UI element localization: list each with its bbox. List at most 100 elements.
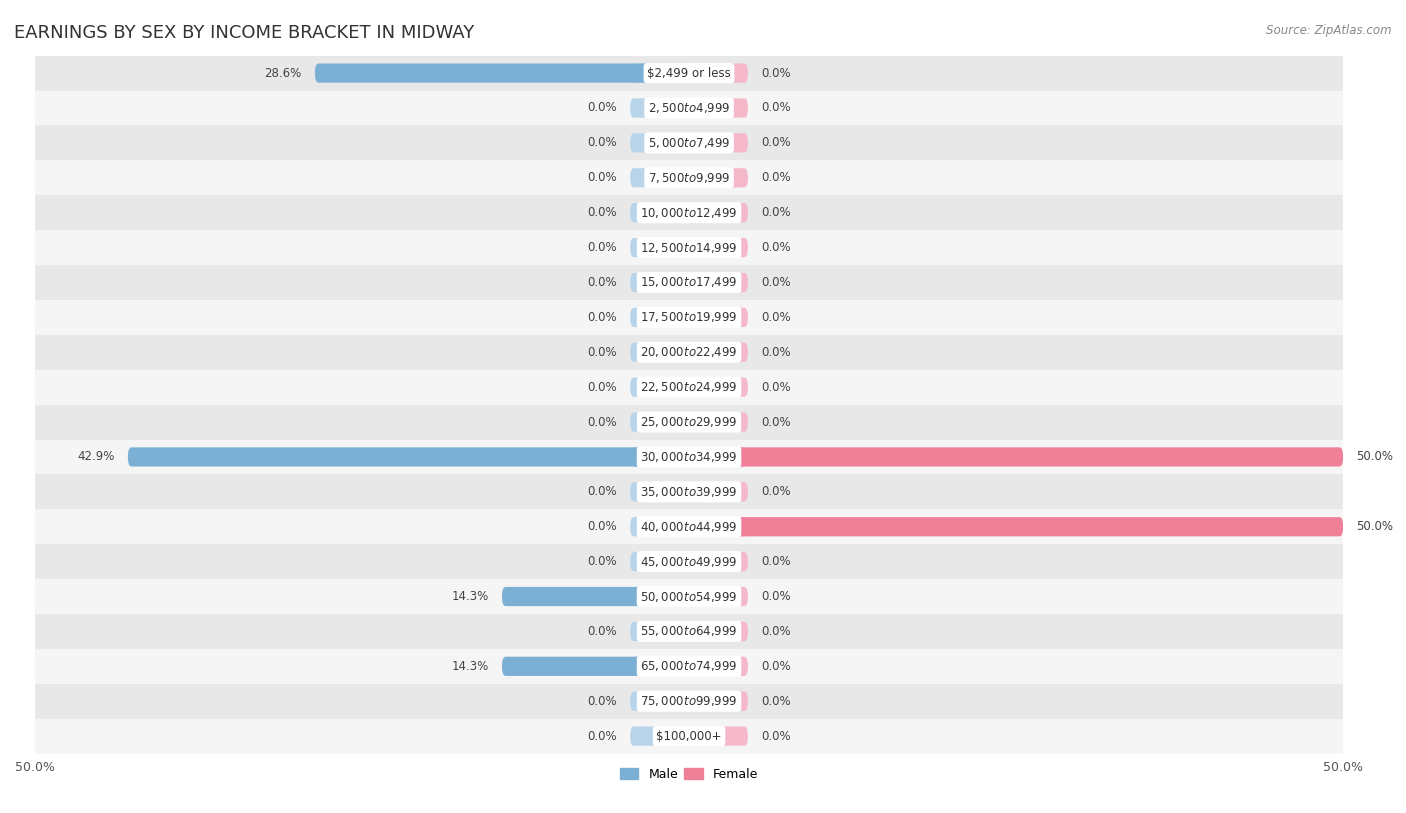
Text: 0.0%: 0.0%: [588, 625, 617, 638]
FancyBboxPatch shape: [630, 447, 689, 467]
Text: $22,500 to $24,999: $22,500 to $24,999: [640, 380, 738, 394]
Text: $40,000 to $44,999: $40,000 to $44,999: [640, 520, 738, 534]
FancyBboxPatch shape: [689, 238, 748, 257]
Text: $30,000 to $34,999: $30,000 to $34,999: [640, 450, 738, 464]
FancyBboxPatch shape: [630, 412, 689, 432]
FancyBboxPatch shape: [689, 308, 748, 327]
FancyBboxPatch shape: [630, 63, 689, 83]
Text: 0.0%: 0.0%: [588, 729, 617, 742]
Text: 0.0%: 0.0%: [761, 695, 790, 707]
Text: $100,000+: $100,000+: [657, 729, 721, 742]
Text: 50.0%: 50.0%: [1357, 520, 1393, 533]
FancyBboxPatch shape: [689, 342, 748, 362]
Text: 0.0%: 0.0%: [761, 415, 790, 428]
Text: 0.0%: 0.0%: [588, 207, 617, 220]
FancyBboxPatch shape: [689, 168, 748, 187]
FancyBboxPatch shape: [630, 727, 689, 746]
FancyBboxPatch shape: [630, 238, 689, 257]
Text: 42.9%: 42.9%: [77, 450, 115, 463]
Text: 0.0%: 0.0%: [761, 555, 790, 568]
Text: 0.0%: 0.0%: [588, 415, 617, 428]
FancyBboxPatch shape: [630, 482, 689, 502]
Text: $7,500 to $9,999: $7,500 to $9,999: [648, 171, 730, 185]
FancyBboxPatch shape: [689, 517, 748, 537]
Text: Source: ZipAtlas.com: Source: ZipAtlas.com: [1267, 24, 1392, 37]
Text: 0.0%: 0.0%: [761, 660, 790, 673]
Text: 0.0%: 0.0%: [588, 485, 617, 498]
Text: 50.0%: 50.0%: [1357, 450, 1393, 463]
Text: 0.0%: 0.0%: [761, 729, 790, 742]
Text: 0.0%: 0.0%: [761, 172, 790, 185]
FancyBboxPatch shape: [630, 308, 689, 327]
FancyBboxPatch shape: [630, 692, 689, 711]
FancyBboxPatch shape: [689, 587, 748, 606]
Text: 0.0%: 0.0%: [761, 67, 790, 80]
Bar: [35, 509, 1343, 544]
Bar: [35, 719, 1343, 754]
Text: $20,000 to $22,499: $20,000 to $22,499: [640, 346, 738, 359]
Text: 28.6%: 28.6%: [264, 67, 302, 80]
Text: 0.0%: 0.0%: [588, 137, 617, 150]
Text: 0.0%: 0.0%: [761, 311, 790, 324]
FancyBboxPatch shape: [128, 447, 689, 467]
FancyBboxPatch shape: [689, 622, 748, 641]
Bar: [35, 335, 1343, 370]
FancyBboxPatch shape: [502, 657, 689, 676]
Text: 0.0%: 0.0%: [588, 102, 617, 115]
Bar: [35, 405, 1343, 440]
FancyBboxPatch shape: [630, 657, 689, 676]
Bar: [35, 579, 1343, 614]
Text: 0.0%: 0.0%: [761, 102, 790, 115]
Text: 0.0%: 0.0%: [588, 241, 617, 254]
FancyBboxPatch shape: [502, 587, 689, 606]
Bar: [35, 125, 1343, 160]
FancyBboxPatch shape: [689, 203, 748, 222]
Text: $17,500 to $19,999: $17,500 to $19,999: [640, 311, 738, 324]
FancyBboxPatch shape: [630, 98, 689, 118]
FancyBboxPatch shape: [630, 517, 689, 537]
FancyBboxPatch shape: [630, 552, 689, 572]
FancyBboxPatch shape: [630, 622, 689, 641]
FancyBboxPatch shape: [689, 692, 748, 711]
Bar: [35, 300, 1343, 335]
Text: 14.3%: 14.3%: [451, 590, 489, 603]
Text: 0.0%: 0.0%: [761, 241, 790, 254]
FancyBboxPatch shape: [689, 412, 748, 432]
Text: $5,000 to $7,499: $5,000 to $7,499: [648, 136, 730, 150]
Bar: [35, 614, 1343, 649]
Text: 0.0%: 0.0%: [588, 555, 617, 568]
FancyBboxPatch shape: [689, 482, 748, 502]
Text: 0.0%: 0.0%: [588, 276, 617, 289]
Text: 0.0%: 0.0%: [588, 695, 617, 707]
Legend: Male, Female: Male, Female: [614, 763, 763, 785]
Bar: [35, 90, 1343, 125]
FancyBboxPatch shape: [630, 273, 689, 292]
Text: 0.0%: 0.0%: [588, 311, 617, 324]
Text: $2,500 to $4,999: $2,500 to $4,999: [648, 101, 730, 115]
Text: 0.0%: 0.0%: [761, 380, 790, 393]
FancyBboxPatch shape: [689, 447, 748, 467]
Text: 0.0%: 0.0%: [761, 207, 790, 220]
FancyBboxPatch shape: [315, 63, 689, 83]
Bar: [35, 475, 1343, 509]
Text: 0.0%: 0.0%: [761, 346, 790, 359]
Text: 0.0%: 0.0%: [588, 346, 617, 359]
Bar: [35, 544, 1343, 579]
Bar: [35, 684, 1343, 719]
Text: $75,000 to $99,999: $75,000 to $99,999: [640, 694, 738, 708]
Text: 0.0%: 0.0%: [761, 137, 790, 150]
Text: $65,000 to $74,999: $65,000 to $74,999: [640, 659, 738, 673]
FancyBboxPatch shape: [689, 63, 748, 83]
Bar: [35, 649, 1343, 684]
FancyBboxPatch shape: [630, 587, 689, 606]
Text: 0.0%: 0.0%: [761, 276, 790, 289]
Text: $2,499 or less: $2,499 or less: [647, 67, 731, 80]
Text: 0.0%: 0.0%: [761, 625, 790, 638]
Bar: [35, 55, 1343, 90]
Text: $15,000 to $17,499: $15,000 to $17,499: [640, 276, 738, 289]
Text: $12,500 to $14,999: $12,500 to $14,999: [640, 241, 738, 254]
Text: 14.3%: 14.3%: [451, 660, 489, 673]
Bar: [35, 195, 1343, 230]
Text: $45,000 to $49,999: $45,000 to $49,999: [640, 554, 738, 568]
Text: 0.0%: 0.0%: [588, 520, 617, 533]
